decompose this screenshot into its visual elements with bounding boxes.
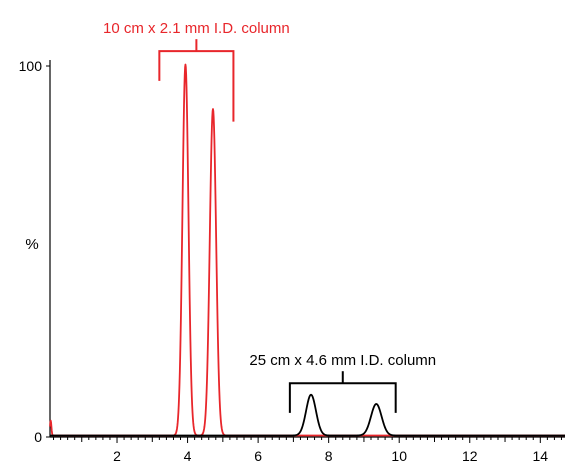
- annotation-layer: 10 cm x 2.1 mm I.D. column 25 cm x 4.6 m…: [103, 20, 436, 413]
- axes: 2 4 6 8 10 12 14 0 100: [19, 58, 565, 464]
- x-tick-label: 12: [462, 448, 478, 464]
- annotation-wide-column-label: 25 cm x 4.6 mm I.D. column: [249, 352, 436, 369]
- x-tick-label: 2: [113, 448, 121, 464]
- annotation-bracket-0: [158, 50, 235, 122]
- annotation-narrow-column-label: 10 cm x 2.1 mm I.D. column: [103, 20, 290, 37]
- x-tick-label: 10: [391, 448, 407, 464]
- series-line-1: [49, 393, 566, 437]
- y-axis-label: %: [25, 236, 38, 253]
- x-tick-label: 8: [325, 448, 333, 464]
- series-line-0: [49, 63, 566, 437]
- y-tick-label: 100: [19, 58, 43, 74]
- series-layer: [49, 63, 566, 437]
- y-tick-label: 0: [34, 429, 42, 445]
- x-tick-label: 6: [254, 448, 262, 464]
- x-tick-label: 4: [184, 448, 192, 464]
- x-tick-label: 14: [533, 448, 549, 464]
